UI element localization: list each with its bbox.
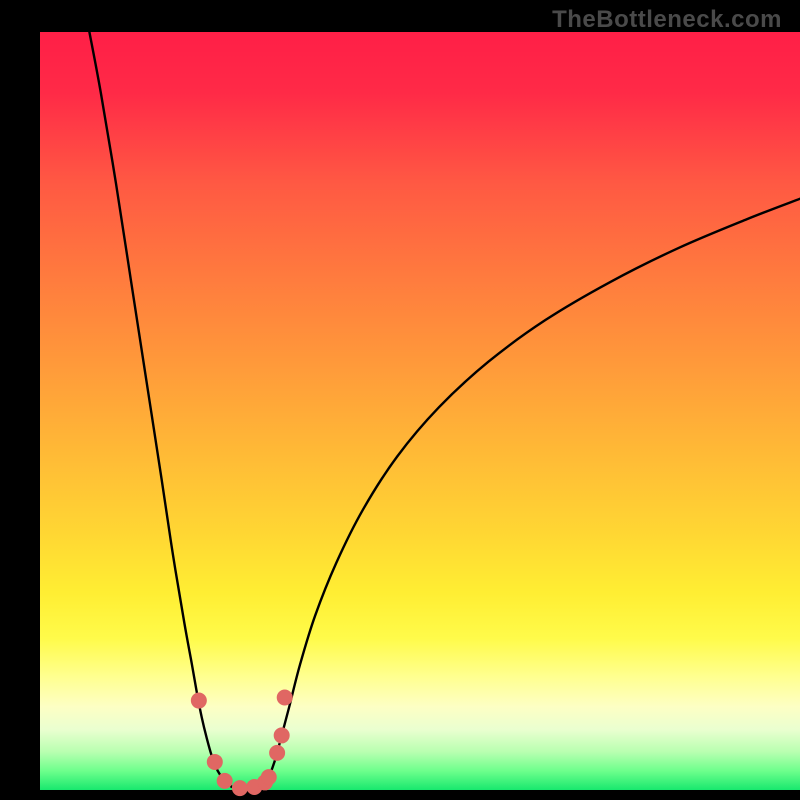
curve-marker bbox=[261, 770, 276, 785]
chart-svg bbox=[0, 0, 800, 800]
curve-marker bbox=[191, 693, 206, 708]
plot-gradient-background bbox=[40, 32, 800, 790]
curve-marker bbox=[277, 690, 292, 705]
chart-container: TheBottleneck.com bbox=[0, 0, 800, 800]
curve-marker bbox=[270, 745, 285, 760]
curve-marker bbox=[217, 773, 232, 788]
curve-marker bbox=[274, 728, 289, 743]
watermark-text: TheBottleneck.com bbox=[552, 6, 782, 34]
curve-marker bbox=[207, 754, 222, 769]
curve-marker bbox=[232, 781, 247, 796]
